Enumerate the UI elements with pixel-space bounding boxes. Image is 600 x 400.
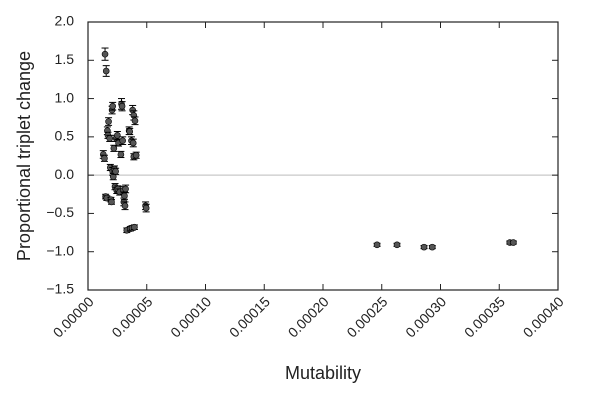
x-axis: 0.00000 0.00005 0.00010 0.00015 0.00020 0.000… [50, 22, 567, 341]
point-marker [420, 243, 428, 251]
x-tick-label: 0.00005 [108, 293, 155, 340]
point-marker [112, 168, 119, 175]
y-axis-label: Proportional triplet change [14, 51, 34, 261]
data-point [108, 198, 115, 206]
point-marker [101, 154, 108, 162]
point-marker [118, 102, 126, 110]
x-tick-label: 0.00035 [461, 293, 508, 340]
data-points [99, 47, 517, 251]
x-tick-label: 0.00030 [402, 293, 449, 340]
x-tick-label: 0.00025 [343, 293, 390, 340]
point-marker [110, 145, 118, 152]
y-tick-label: −1.0 [46, 242, 74, 258]
point-marker [117, 151, 125, 158]
data-point [102, 65, 110, 77]
point-marker [105, 118, 112, 125]
y-tick-label: 2.0 [55, 13, 75, 29]
plot-frame [87, 21, 559, 291]
data-point [142, 203, 150, 213]
y-tick-label: 0.0 [55, 166, 75, 182]
y-tick-label: 1.0 [55, 89, 75, 105]
data-point [118, 101, 126, 112]
data-point [119, 136, 127, 146]
x-tick-label: 0.00015 [226, 293, 273, 340]
point-marker [122, 185, 129, 193]
y-tick-label: 1.5 [55, 51, 75, 67]
point-marker [393, 241, 401, 249]
data-point [129, 138, 137, 148]
point-marker [101, 50, 109, 58]
data-point [130, 223, 138, 231]
data-point [132, 151, 140, 159]
point-marker [126, 128, 134, 135]
point-marker [142, 204, 150, 212]
data-point [113, 130, 121, 140]
data-point [131, 116, 139, 126]
point-marker [106, 135, 114, 142]
y-axis: −1.5 −1.0 −0.5 0.0 0.5 1.0 1.5 2.0 [46, 13, 558, 297]
point-marker [109, 102, 116, 110]
data-point [373, 241, 381, 249]
x-tick-label: 0.00020 [285, 293, 332, 340]
point-marker [121, 202, 129, 210]
x-tick-label: 0.00010 [167, 293, 214, 340]
point-marker [373, 241, 381, 249]
point-marker [131, 223, 138, 231]
data-point [509, 239, 517, 246]
data-point [106, 134, 114, 142]
data-point [393, 241, 401, 249]
point-marker [121, 192, 128, 200]
data-point [121, 201, 129, 211]
point-marker [131, 117, 139, 125]
point-marker [114, 132, 121, 139]
y-tick-label: −1.5 [46, 281, 74, 297]
data-point [109, 101, 117, 111]
point-marker [132, 151, 140, 159]
y-tick-label: −0.5 [46, 204, 74, 220]
data-point [100, 154, 108, 162]
point-marker [109, 173, 117, 180]
data-point [101, 47, 109, 61]
point-marker [510, 239, 517, 246]
data-point [420, 243, 428, 251]
point-marker [108, 198, 115, 206]
y-tick-label: 0.5 [55, 128, 75, 144]
point-marker [428, 243, 436, 251]
data-point [117, 150, 125, 159]
x-axis-label: Mutability [285, 363, 361, 383]
point-marker [119, 137, 126, 144]
data-point [105, 117, 113, 126]
data-point [428, 243, 436, 251]
data-point [126, 127, 134, 136]
x-tick-label: 0.00000 [50, 293, 97, 340]
data-point [122, 184, 130, 194]
point-marker [102, 67, 110, 75]
point-marker [129, 139, 137, 147]
point-marker [129, 106, 136, 114]
point-marker [130, 112, 138, 119]
x-tick-label: 0.00040 [520, 293, 567, 340]
data-point [112, 167, 120, 175]
